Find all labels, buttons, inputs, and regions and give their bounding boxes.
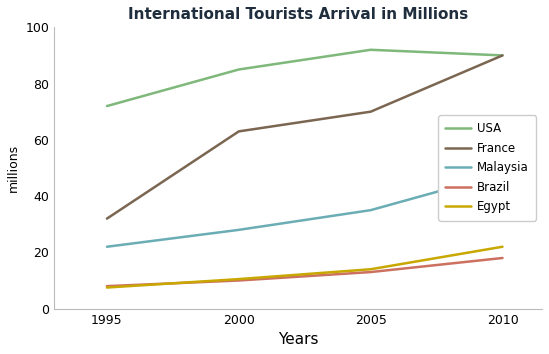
France [367,109,374,114]
Line: Egypt: Egypt [107,247,502,287]
Brazil [236,278,242,282]
France [104,217,110,221]
Brazil [367,270,374,274]
Malaysia [236,228,242,232]
France [499,53,506,58]
USA [104,104,110,108]
USA [236,67,242,72]
Line: Brazil: Brazil [107,258,502,286]
Egypt [104,285,110,290]
Egypt [367,267,374,272]
Malaysia [104,245,110,249]
X-axis label: Years: Years [278,332,318,347]
Line: USA: USA [107,50,502,106]
Malaysia [499,171,506,176]
Y-axis label: millions: millions [7,144,20,192]
Line: Malaysia: Malaysia [107,173,502,247]
Egypt [236,277,242,281]
Brazil [104,284,110,288]
Malaysia [367,208,374,212]
Egypt [499,245,506,249]
Legend: USA, France, Malaysia, Brazil, Egypt: USA, France, Malaysia, Brazil, Egypt [438,115,536,221]
Brazil [499,256,506,260]
France [236,129,242,133]
USA [367,48,374,52]
Title: International Tourists Arrival in Millions: International Tourists Arrival in Millio… [128,7,468,22]
Line: France: France [107,56,502,219]
USA [499,53,506,58]
